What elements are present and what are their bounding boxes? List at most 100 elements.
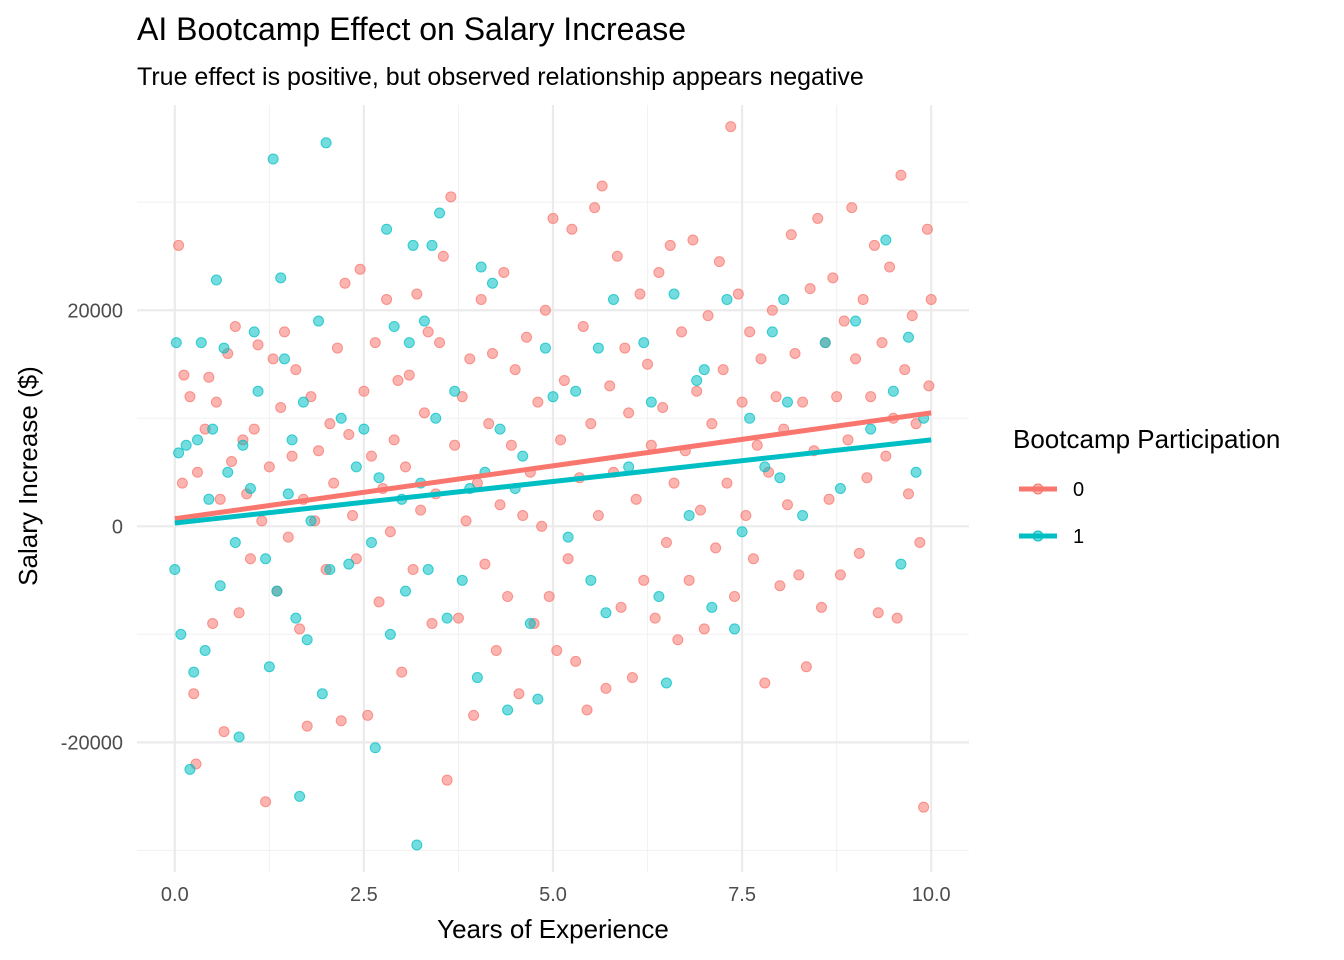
data-point-series-1 (169, 564, 181, 576)
data-point-series-0 (710, 542, 722, 554)
data-point-series-0 (834, 569, 846, 581)
y-tick-label: -20000 (61, 732, 123, 754)
data-point-series-0 (513, 688, 525, 700)
data-point-series-0 (532, 396, 544, 408)
data-point-series-1 (297, 396, 309, 408)
data-point-series-0 (721, 477, 733, 489)
data-point-series-1 (434, 207, 446, 219)
data-point-series-1 (430, 412, 442, 424)
x-tick-label: 10.0 (912, 884, 951, 906)
data-point-series-1 (759, 461, 771, 473)
data-point-series-1 (237, 439, 249, 451)
data-point-series-0 (846, 202, 858, 214)
y-axis-ticks: -20000 0 20000 (61, 300, 123, 754)
data-point-series-1 (229, 537, 241, 549)
data-point-series-1 (271, 585, 283, 597)
data-point-series-0 (460, 515, 472, 527)
data-point-series-0 (676, 326, 688, 338)
data-point-series-1 (335, 412, 347, 424)
data-point-series-0 (923, 380, 935, 392)
data-point-series-1 (774, 472, 786, 484)
data-point-series-1 (313, 315, 325, 327)
data-point-series-0 (502, 591, 514, 603)
data-point-series-1 (199, 645, 211, 657)
data-point-series-0 (275, 401, 287, 413)
data-point-series-0 (683, 574, 695, 586)
data-point-series-0 (861, 472, 873, 484)
data-point-series-1 (502, 704, 514, 716)
data-point-series-0 (910, 418, 922, 430)
data-point-series-1 (365, 537, 377, 549)
data-point-series-0 (301, 720, 313, 732)
data-point-series-0 (770, 391, 782, 403)
data-point-series-0 (604, 380, 616, 392)
data-point-series-0 (248, 423, 260, 435)
data-point-series-0 (184, 391, 196, 403)
data-point-series-0 (521, 331, 533, 343)
data-point-series-1 (210, 274, 222, 286)
data-point-series-0 (358, 385, 370, 397)
data-point-series-0 (876, 337, 888, 349)
data-point-series-1 (324, 564, 336, 576)
data-point-series-0 (388, 434, 400, 446)
data-point-series-0 (740, 510, 752, 522)
y-tick-label: 20000 (67, 300, 123, 322)
data-point-series-0 (456, 391, 468, 403)
data-point-series-0 (766, 304, 778, 316)
data-point-series-1 (834, 483, 846, 494)
data-point-series-0 (411, 288, 423, 300)
data-point-series-0 (226, 455, 238, 467)
data-point-series-0 (698, 623, 710, 635)
data-point-series-1 (638, 337, 650, 349)
legend-key-point (1032, 530, 1044, 542)
data-point-series-0 (914, 537, 926, 549)
data-point-series-0 (691, 385, 703, 397)
data-point-series-0 (282, 531, 294, 543)
data-point-series-0 (645, 439, 657, 451)
data-point-series-1 (214, 580, 226, 592)
data-point-series-0 (539, 304, 551, 316)
data-point-series-0 (566, 223, 578, 235)
data-point-series-0 (233, 607, 245, 619)
data-point-series-0 (717, 364, 729, 376)
data-point-series-1 (286, 434, 298, 446)
data-point-series-1 (218, 342, 230, 354)
data-point-series-1 (539, 342, 551, 354)
data-point-series-1 (373, 472, 385, 484)
data-point-series-0 (664, 239, 676, 251)
data-point-series-0 (555, 434, 567, 446)
data-point-series-0 (630, 493, 642, 505)
data-point-series-0 (407, 564, 419, 576)
x-tick-label: 0.0 (161, 884, 189, 906)
data-point-series-1 (184, 763, 196, 775)
data-point-series-0 (479, 558, 491, 570)
data-point-series-1 (547, 391, 559, 403)
data-point-series-1 (275, 272, 287, 284)
data-point-series-0 (437, 250, 449, 262)
legend-entries: 01 (1019, 479, 1084, 548)
data-point-series-1 (475, 261, 487, 273)
data-point-series-0 (653, 266, 665, 278)
data-point-series-0 (713, 256, 725, 268)
data-point-series-0 (789, 347, 801, 359)
data-point-series-0 (244, 553, 256, 565)
data-point-series-1 (381, 223, 393, 235)
data-point-series-1 (248, 326, 260, 338)
trend-line-series-0 (174, 410, 932, 522)
legend-label: 0 (1073, 479, 1084, 501)
data-point-series-0 (838, 315, 850, 327)
data-point-series-0 (369, 337, 381, 349)
data-point-series-1 (850, 315, 862, 327)
data-point-series-0 (797, 396, 809, 408)
data-point-series-0 (736, 396, 748, 408)
data-point-series-0 (384, 526, 396, 538)
data-point-series-1 (471, 672, 483, 684)
data-point-series-1 (350, 461, 362, 473)
data-point-series-0 (732, 288, 744, 300)
data-point-series-1 (797, 510, 809, 522)
data-point-series-0 (418, 407, 430, 419)
data-point-series-1 (192, 434, 204, 446)
data-point-series-1 (486, 277, 498, 289)
data-point-series-1 (267, 153, 279, 165)
